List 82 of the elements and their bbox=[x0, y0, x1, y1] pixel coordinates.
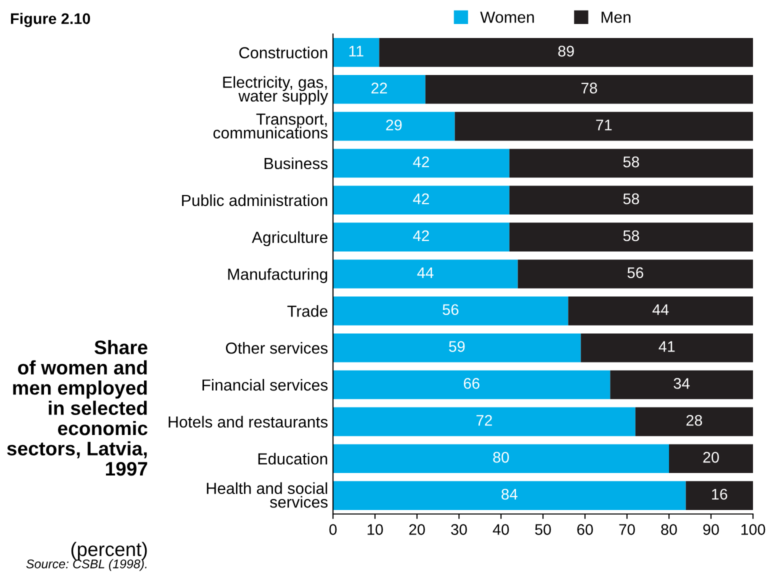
x-tick-label: 70 bbox=[619, 524, 635, 535]
data-label: 71 bbox=[596, 120, 612, 130]
data-label: 58 bbox=[623, 156, 640, 168]
text: Share of women and men employed in selected economic sectors, Latvia, 1997 bbox=[7, 340, 148, 476]
data-label: 16 bbox=[712, 488, 728, 500]
x-tick-label: 80 bbox=[661, 524, 677, 535]
y-tick-label: Electricity, gas, water supply bbox=[223, 76, 328, 105]
data-label: 58 bbox=[623, 193, 640, 204]
y-tick-label: Financial services bbox=[202, 378, 328, 391]
bar bbox=[333, 148, 510, 178]
bar bbox=[333, 186, 510, 215]
y-tick-label: Public administration bbox=[182, 194, 328, 206]
bar bbox=[379, 38, 753, 67]
bar bbox=[669, 444, 753, 474]
bar bbox=[568, 296, 753, 326]
y-tick-label: Health and social services bbox=[206, 482, 328, 508]
x-tick-label: 10 bbox=[368, 524, 383, 535]
data-label: 20 bbox=[703, 452, 719, 463]
bar bbox=[509, 222, 753, 252]
y-tick-label: Education bbox=[258, 452, 328, 465]
source-note: Source: CSBL (1998). bbox=[26, 559, 146, 571]
data-label: 59 bbox=[449, 341, 465, 352]
data-label: 34 bbox=[674, 378, 690, 389]
caption: Figure 2.10 bbox=[11, 12, 90, 28]
bar bbox=[333, 333, 581, 362]
bar bbox=[333, 222, 510, 252]
data-label: 56 bbox=[628, 267, 644, 278]
bar bbox=[333, 444, 669, 474]
bar bbox=[454, 112, 753, 141]
bar bbox=[686, 481, 753, 510]
data-label: 78 bbox=[581, 82, 598, 94]
data-label: 44 bbox=[652, 304, 669, 315]
y-tick-label: Hotels and restaurants bbox=[168, 416, 328, 428]
bar bbox=[610, 370, 753, 400]
data-label: 58 bbox=[623, 230, 640, 242]
x-tick-label: 60 bbox=[577, 524, 593, 535]
x-tick-label: 100 bbox=[741, 524, 766, 535]
x-tick-label: 50 bbox=[535, 524, 551, 535]
bar bbox=[580, 333, 753, 362]
data-label: 42 bbox=[413, 193, 429, 204]
x-tick-label: 40 bbox=[492, 524, 509, 535]
data-label: 89 bbox=[558, 46, 574, 57]
bar bbox=[333, 74, 426, 104]
bar bbox=[518, 260, 753, 288]
y-tick-label: Trade bbox=[287, 305, 328, 317]
x-tick-label: 30 bbox=[451, 524, 467, 535]
data-label: 66 bbox=[464, 378, 480, 389]
data-label: 11 bbox=[349, 46, 364, 56]
bar bbox=[333, 296, 568, 326]
data-label: 41 bbox=[658, 341, 675, 352]
data-label: 80 bbox=[493, 452, 509, 463]
legend-label: Women bbox=[480, 12, 534, 23]
y-tick-label: Manufacturing bbox=[228, 268, 328, 284]
legend-label: Men bbox=[602, 12, 630, 23]
bar bbox=[333, 370, 610, 400]
bar bbox=[333, 260, 518, 288]
x-tick-label: 20 bbox=[409, 524, 425, 535]
y-tick-label: Agriculture bbox=[252, 231, 328, 246]
bar bbox=[333, 407, 636, 436]
data-label: 84 bbox=[502, 488, 518, 500]
y-tick-label: Business bbox=[264, 157, 328, 170]
x-tick-label: 0 bbox=[329, 524, 337, 535]
bar bbox=[509, 148, 753, 178]
bar bbox=[333, 112, 455, 141]
y-tick-label: Other services bbox=[226, 342, 328, 354]
x-tick-label: 90 bbox=[703, 524, 719, 535]
data-label: 42 bbox=[413, 230, 429, 242]
data-label: 44 bbox=[417, 267, 434, 278]
y-tick-label: Construction bbox=[239, 46, 328, 58]
y-tick-label: Transport, communications bbox=[213, 114, 328, 139]
bar bbox=[425, 74, 753, 104]
data-label: 28 bbox=[686, 414, 702, 426]
data-label: 72 bbox=[476, 414, 492, 426]
data-label: 56 bbox=[442, 304, 458, 316]
bar bbox=[333, 38, 380, 67]
text: (percent) bbox=[71, 542, 147, 560]
bar bbox=[333, 481, 686, 510]
bar bbox=[635, 407, 753, 436]
data-label: 22 bbox=[371, 82, 387, 94]
data-label: 29 bbox=[386, 120, 402, 130]
bar bbox=[509, 186, 753, 215]
data-label: 42 bbox=[413, 156, 429, 168]
